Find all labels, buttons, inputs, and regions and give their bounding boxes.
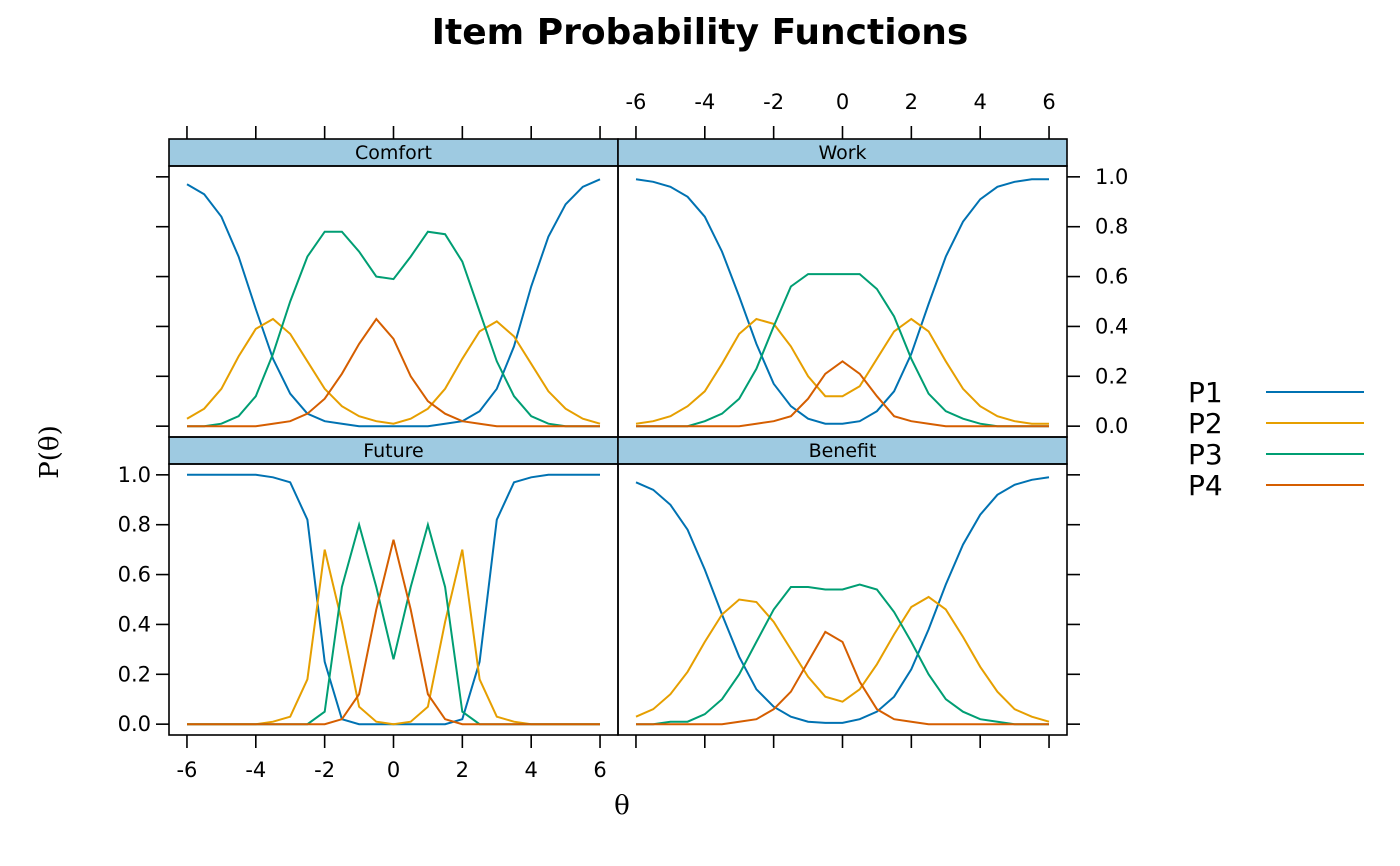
y-tick-label-left-3: 0.6	[118, 563, 151, 587]
y-tick-label-left-4: 0.8	[118, 513, 151, 537]
legend-label-p2: P2	[1188, 407, 1223, 440]
legend-label-p4: P4	[1188, 469, 1223, 502]
curve-work-p1	[635, 178, 1049, 425]
chart-title: Item Probability Functions	[432, 12, 969, 53]
strip-label-work: Work	[818, 142, 866, 164]
axes: -6 -4 -2 0 2 4 6 -6 -4 -2 0 2 4 6 0.0 0.2 0.4 0.6 0.8 1.0 0.…	[118, 90, 1129, 782]
x-tick-label-bottom-5: 4	[525, 758, 538, 782]
curve-future-p1	[187, 473, 600, 726]
curve-future-p4	[187, 539, 600, 726]
x-tick-label-bottom-4: 2	[456, 758, 469, 782]
strip-future	[168, 436, 619, 465]
x-tick-label-bottom-2: -2	[314, 758, 335, 782]
curve-comfort-p1	[186, 178, 601, 428]
curve-comfort-p3	[187, 230, 600, 428]
strip-comfort	[168, 138, 619, 167]
x-tick-label-bottom-0: -6	[176, 758, 197, 782]
y-tick-label-left-2: 0.4	[118, 612, 151, 636]
curve-work-p4	[636, 360, 1049, 428]
x-tick-label-bottom-6: 6	[593, 758, 606, 782]
strip-label-comfort: Comfort	[355, 142, 432, 164]
x-tick-label-top-2: -2	[763, 90, 784, 114]
curve-benefit-p2	[635, 595, 1050, 723]
y-tick-label-right-4: 0.8	[1095, 215, 1128, 239]
x-tick-label-top-0: -6	[625, 90, 646, 114]
curve-future-p2	[187, 549, 600, 726]
legend-label-p1: P1	[1188, 376, 1223, 409]
curve-benefit-p4	[636, 630, 1049, 726]
x-tick-label-bottom-1: -4	[245, 758, 266, 782]
y-tick-label-right-3: 0.6	[1095, 265, 1128, 289]
curve-benefit-p1	[635, 476, 1050, 724]
y-axis-label: P(θ)	[35, 425, 65, 478]
strip-label-benefit: Benefit	[809, 440, 877, 462]
curve-work-p2	[635, 317, 1049, 425]
frame-future	[168, 463, 619, 736]
x-tick-label-top-4: 2	[905, 90, 918, 114]
panel-benefit: Benefit	[617, 436, 1068, 736]
curve-comfort-p2	[186, 317, 601, 425]
x-tick-label-top-1: -4	[694, 90, 715, 114]
legend-label-p3: P3	[1188, 438, 1223, 471]
y-tick-label-left-0: 0.0	[118, 712, 151, 736]
x-tick-label-top-3: 0	[836, 90, 849, 114]
panel-future: Future	[168, 436, 619, 736]
curve-comfort-p4	[187, 317, 600, 428]
x-axis-label: θ	[614, 791, 630, 821]
panel-comfort: Comfort	[168, 138, 619, 438]
y-tick-label-right-0: 0.0	[1095, 414, 1128, 438]
y-tick-label-right-1: 0.2	[1095, 364, 1128, 388]
x-tick-label-top-5: 4	[974, 90, 987, 114]
panel-work: Work	[617, 138, 1068, 438]
strip-benefit	[617, 436, 1068, 465]
panels: Future Benefit Comfort Work	[168, 138, 1068, 736]
frame-work	[617, 165, 1068, 438]
frame-comfort	[168, 165, 619, 438]
curve-work-p3	[636, 273, 1049, 428]
x-tick-label-top-6: 6	[1042, 90, 1055, 114]
curve-benefit-p3	[636, 583, 1049, 726]
strip-label-future: Future	[363, 440, 424, 462]
y-tick-label-right-2: 0.4	[1095, 314, 1128, 338]
y-tick-label-right-5: 1.0	[1095, 165, 1128, 189]
y-tick-label-left-5: 1.0	[118, 463, 151, 487]
x-tick-label-bottom-3: 0	[387, 758, 400, 782]
y-tick-label-left-1: 0.2	[118, 662, 151, 686]
curve-future-p3	[187, 520, 600, 726]
